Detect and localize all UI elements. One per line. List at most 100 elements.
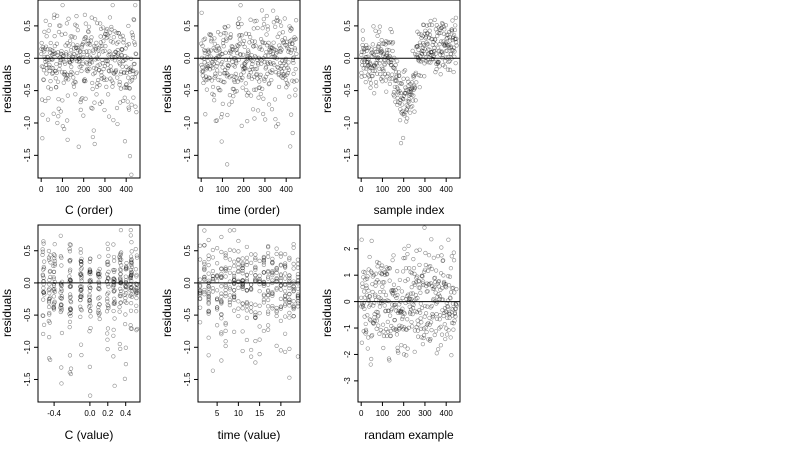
data-point [244,277,249,282]
data-point [403,255,408,261]
data-point [86,24,92,29]
data-point [225,72,231,77]
data-point [445,43,450,48]
data-point [258,91,263,97]
data-point [199,10,204,15]
data-point [425,31,430,36]
data-point [103,58,108,63]
data-point [244,93,250,98]
data-point [87,267,92,272]
data-point [68,277,73,283]
data-point [249,252,254,257]
data-point [217,50,222,55]
data-point [92,70,98,75]
data-point [224,74,230,79]
data-point [198,257,203,262]
data-point [421,335,426,341]
data-point [244,308,249,313]
data-point [413,52,418,57]
data-point [219,358,224,363]
data-point [266,270,271,275]
data-point [64,21,70,26]
data-point [446,55,451,60]
data-point [271,40,276,45]
data-point [450,48,455,53]
data-point [384,265,389,270]
data-point [87,293,92,298]
data-point [253,278,258,283]
data-point [396,308,401,314]
x-tick-label: 0.4 [120,409,132,418]
data-point [394,328,399,333]
data-point [87,288,92,293]
data-point [86,38,91,43]
data-point [227,303,232,308]
data-point [398,308,404,313]
data-point [441,281,446,286]
data-point [443,40,448,45]
data-point [446,30,452,35]
data-point [257,352,262,357]
data-point [227,293,232,298]
data-point [51,275,56,280]
data-point [445,48,450,53]
data-point [115,48,120,53]
data-point [422,61,427,66]
data-point [453,15,459,20]
data-point [111,276,116,281]
data-point [78,97,84,102]
data-point [112,277,117,282]
data-point [90,48,96,53]
data-point [200,65,205,70]
data-point [278,251,283,256]
data-point [440,308,445,313]
data-point [245,51,250,57]
data-point [283,271,288,276]
data-point [102,77,107,82]
y-tick-label: -1 [343,324,352,332]
data-point [397,81,402,86]
data-point [208,32,214,37]
data-point [210,273,215,279]
data-point [79,266,84,271]
data-point [266,327,271,332]
data-point [210,277,215,282]
data-point [407,91,412,96]
data-point [280,30,286,35]
data-point [386,356,392,361]
data-point [257,276,262,282]
data-point [404,353,409,358]
data-point [106,276,111,281]
data-point [414,248,419,253]
data-point [239,78,244,83]
data-point [73,45,79,50]
x-tick-label: 0 [39,185,44,194]
data-point [130,68,135,74]
data-point [119,47,124,52]
data-point [51,305,56,310]
data-point [395,310,401,315]
data-point [91,72,96,77]
data-point [134,109,139,115]
data-point [210,60,215,65]
data-point [105,259,110,264]
data-point [425,41,431,47]
data-point [400,269,406,274]
data-point [414,52,419,57]
data-point [93,45,98,50]
data-point [210,368,215,373]
data-point [59,288,64,293]
data-point [128,67,133,73]
data-point [401,352,407,357]
data-point [105,302,110,308]
data-point [419,335,424,340]
data-point [133,247,138,252]
data-point [401,310,406,315]
data-point [128,79,133,84]
data-point [59,52,65,57]
data-point [394,78,399,83]
data-point [105,276,110,281]
data-point [380,280,385,285]
data-point [104,26,110,32]
data-point [291,303,296,308]
